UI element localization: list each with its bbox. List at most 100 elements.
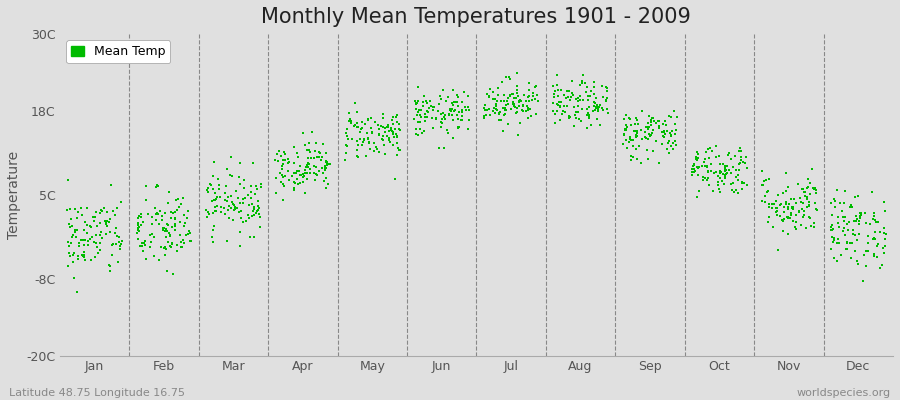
Point (134, 214, 148, 221)
Point (248, 212, 262, 218)
Point (580, 124, 595, 131)
Point (498, 105, 512, 112)
Point (70, 209, 85, 216)
Point (163, 233, 177, 240)
Point (376, 133, 391, 139)
Point (729, 186, 743, 193)
Point (565, 78, 580, 84)
Point (796, 213, 810, 220)
Point (784, 196, 798, 202)
Point (62, 221, 77, 227)
Point (660, 128, 674, 134)
Point (109, 225, 123, 231)
Point (251, 207, 266, 214)
Point (390, 152, 404, 158)
Point (587, 98, 601, 105)
Point (94, 229, 108, 236)
Point (382, 137, 396, 144)
Point (759, 176, 773, 183)
Point (690, 172, 705, 178)
Point (619, 145, 634, 152)
Point (774, 201, 788, 208)
Point (631, 121, 645, 127)
Point (508, 95, 523, 102)
Point (243, 183, 257, 189)
Point (135, 219, 149, 225)
Point (705, 148, 719, 154)
Point (338, 157, 353, 163)
Point (113, 241, 128, 248)
Point (416, 103, 430, 109)
Point (800, 185, 814, 191)
Point (141, 211, 156, 217)
Point (392, 127, 407, 134)
Point (489, 106, 503, 112)
Point (202, 180, 217, 187)
Point (411, 118, 426, 125)
Point (316, 170, 330, 176)
Point (245, 201, 259, 208)
Point (482, 94, 496, 100)
Point (240, 192, 255, 198)
Point (378, 128, 392, 135)
Point (272, 148, 286, 154)
Point (376, 111, 391, 117)
Point (214, 203, 229, 210)
Point (392, 147, 407, 153)
Point (531, 98, 545, 105)
Point (221, 203, 236, 210)
Point (731, 177, 745, 184)
Point (248, 190, 263, 197)
Point (199, 207, 213, 213)
Point (68, 275, 82, 282)
Point (641, 120, 655, 126)
Point (616, 131, 631, 138)
Point (418, 118, 432, 124)
Point (147, 253, 161, 259)
Point (209, 208, 223, 214)
Point (729, 167, 743, 174)
Point (665, 128, 680, 134)
Point (408, 115, 422, 122)
Point (490, 107, 504, 114)
Point (652, 160, 666, 166)
Point (206, 238, 220, 245)
Point (756, 182, 770, 188)
Point (341, 135, 356, 142)
Point (94, 206, 109, 213)
Legend: Mean Temp: Mean Temp (66, 40, 170, 63)
Point (706, 170, 721, 176)
Point (641, 126, 655, 132)
Point (112, 234, 126, 240)
Point (231, 195, 246, 201)
Point (807, 185, 822, 192)
Point (565, 90, 580, 96)
Point (59, 207, 74, 213)
Point (709, 169, 724, 176)
Point (787, 196, 801, 202)
Point (392, 145, 406, 152)
Point (551, 93, 565, 99)
Point (516, 108, 530, 115)
Point (582, 104, 597, 110)
Point (293, 172, 308, 178)
Point (378, 128, 392, 135)
Point (97, 218, 112, 224)
Point (859, 219, 873, 226)
Point (762, 200, 777, 207)
Point (858, 210, 872, 216)
Point (526, 96, 540, 103)
Point (561, 94, 575, 100)
Point (782, 215, 796, 222)
Point (93, 240, 107, 246)
Point (218, 210, 232, 217)
Point (104, 252, 119, 258)
Point (156, 217, 170, 223)
Point (176, 237, 190, 243)
Point (711, 173, 725, 180)
Point (776, 228, 790, 234)
Point (697, 159, 711, 165)
Point (353, 129, 367, 135)
Point (367, 140, 382, 146)
Point (854, 212, 868, 218)
